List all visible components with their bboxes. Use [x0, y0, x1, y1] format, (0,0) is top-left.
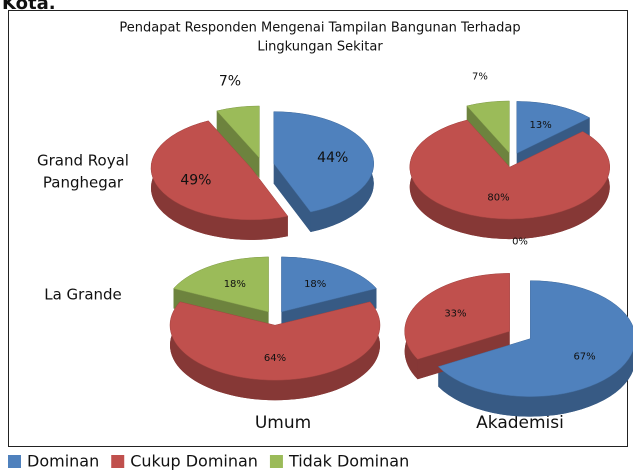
row-label: Grand Royal [37, 152, 129, 170]
row-label: La Grande [44, 286, 122, 304]
pie-slice [281, 256, 377, 313]
pie-side [170, 301, 380, 401]
pie-slice [516, 101, 591, 154]
chart-title: Pendapat Responden Mengenai Tampilan Ban… [119, 21, 520, 36]
legend-label: Dominan [27, 452, 99, 471]
chart-title: Lingkungan Sekitar [257, 40, 383, 55]
pie-slice [169, 301, 381, 381]
pie-side [150, 120, 288, 240]
data-label: 7% [219, 73, 241, 89]
legend-swatch [8, 455, 21, 468]
pie-slice [273, 111, 375, 213]
pie-slice [404, 273, 510, 360]
legend-swatch [269, 455, 283, 468]
data-label: 18% [224, 279, 246, 290]
pie-side [273, 163, 311, 232]
data-label: 0% [512, 237, 528, 248]
pie-slice [409, 119, 610, 220]
legend-label: Tidak Dominan [288, 452, 409, 471]
data-label: 7% [472, 71, 488, 82]
data-label: 64% [264, 353, 286, 364]
pie-slice [150, 120, 289, 221]
row-label: Panghegar [43, 174, 124, 192]
pie-slice [216, 105, 260, 159]
pie-slice [466, 100, 510, 154]
data-label: 67% [573, 351, 595, 362]
pie-slice [437, 280, 633, 397]
legend-swatch [111, 455, 125, 468]
data-label: 13% [529, 120, 551, 131]
data-label: 49% [180, 172, 211, 188]
column-label: Umum [255, 413, 311, 433]
pie-slice [173, 256, 269, 313]
column-label: Akademisi [476, 413, 564, 433]
data-label: 18% [304, 279, 326, 290]
data-label: 44% [317, 150, 348, 166]
legend-label: Cukup Dominan [130, 452, 258, 471]
data-label: 80% [487, 193, 509, 204]
data-label: 33% [444, 309, 466, 320]
